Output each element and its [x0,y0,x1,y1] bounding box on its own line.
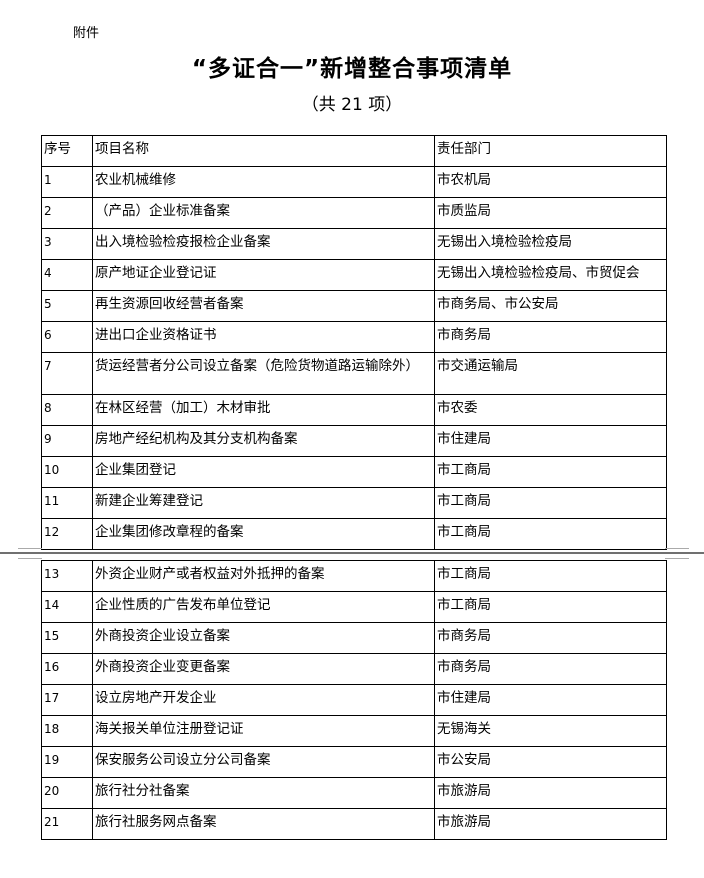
col-index-cell: 5 [41,290,93,322]
col-department-cell: 市商务局 [434,622,667,654]
col-department-header: 责任部门 [434,135,667,167]
document-title: “多证合一”新增整合事项清单 [191,56,513,82]
page-break-mark [665,548,689,549]
col-item-name-cell: 设立房地产开发企业 [92,684,435,716]
col-index-cell: 13 [41,560,93,592]
table-row: 8 在林区经营（加工）木材审批 市农委 [41,394,667,426]
table-row: 7 货运经营者分公司设立备案（危险货物道路运输除外） 市交通运输局 [41,352,667,395]
table-row: 13 外资企业财产或者权益对外抵押的备案 市工商局 [41,560,667,592]
col-department-cell: 市商务局 [434,653,667,685]
col-index-cell: 12 [41,518,93,550]
col-department-cell: 市工商局 [434,560,667,592]
table-row: 3 出入境检验检疫报检企业备案 无锡出入境检验检疫局 [41,228,667,260]
col-department-cell: 市质监局 [434,197,667,229]
document-subtitle: （共 21 项） [301,95,403,115]
col-department-cell: 市农委 [434,394,667,426]
col-index-cell: 8 [41,394,93,426]
col-department-cell: 市商务局 [434,321,667,353]
col-department-cell: 市住建局 [434,684,667,716]
col-department-cell: 无锡出入境检验检疫局、市贸促会 [434,259,667,291]
attachment-label: 附件 [73,26,100,41]
table-row: 2 （产品）企业标准备案 市质监局 [41,197,667,229]
table-row: 9 房地产经纪机构及其分支机构备案 市住建局 [41,425,667,457]
col-index-header: 序号 [41,135,93,167]
col-index-cell: 16 [41,653,93,685]
col-department-cell: 市住建局 [434,425,667,457]
col-item-name-cell: 外商投资企业设立备案 [92,622,435,654]
table-row: 4 原产地证企业登记证 无锡出入境检验检疫局、市贸促会 [41,259,667,291]
table-row: 11 新建企业筹建登记 市工商局 [41,487,667,519]
col-item-name-cell: 房地产经纪机构及其分支机构备案 [92,425,435,457]
col-index-cell: 9 [41,425,93,457]
col-department-cell: 无锡海关 [434,715,667,747]
col-index-cell: 21 [41,808,93,840]
col-index-cell: 3 [41,228,93,260]
table-row: 1 农业机械维修 市农机局 [41,166,667,198]
col-item-name-cell: 海关报关单位注册登记证 [92,715,435,747]
col-index-cell: 14 [41,591,93,623]
col-item-name-header: 项目名称 [92,135,435,167]
col-item-name-cell: 保安服务公司设立分公司备案 [92,746,435,778]
col-item-name-cell: 企业集团登记 [92,456,435,488]
col-index-cell: 2 [41,197,93,229]
col-item-name-cell: 进出口企业资格证书 [92,321,435,353]
table-row: 12 企业集团修改章程的备案 市工商局 [41,518,667,550]
col-item-name-cell: 出入境检验检疫报检企业备案 [92,228,435,260]
table-row: 21 旅行社服务网点备案 市旅游局 [41,808,667,840]
col-department-cell: 市农机局 [434,166,667,198]
item-table-page-1: 序号 项目名称 责任部门 1 农业机械维修 市农机局 2 （产品）企业标准备案 市质监局 3 出入境… [41,135,667,550]
page-break-mark [665,558,689,559]
col-item-name-cell: 原产地证企业登记证 [92,259,435,291]
page-break [0,552,704,554]
table-row: 20 旅行社分社备案 市旅游局 [41,777,667,809]
table-row: 15 外商投资企业设立备案 市商务局 [41,622,667,654]
col-department-cell: 市工商局 [434,591,667,623]
page-break-mark [18,558,42,559]
col-item-name-cell: 新建企业筹建登记 [92,487,435,519]
col-department-cell: 无锡出入境检验检疫局 [434,228,667,260]
col-item-name-cell: 外商投资企业变更备案 [92,653,435,685]
col-index-cell: 20 [41,777,93,809]
item-table-page-2: 13 外资企业财产或者权益对外抵押的备案 市工商局 14 企业性质的广告发布单位登记 市工… [41,560,667,840]
col-item-name-cell: 企业集团修改章程的备案 [92,518,435,550]
col-index-cell: 6 [41,321,93,353]
table-row: 5 再生资源回收经营者备案 市商务局、市公安局 [41,290,667,322]
col-item-name-cell: 农业机械维修 [92,166,435,198]
col-item-name-cell: 货运经营者分公司设立备案（危险货物道路运输除外） [92,352,435,395]
col-index-cell: 1 [41,166,93,198]
col-index-cell: 17 [41,684,93,716]
col-index-cell: 4 [41,259,93,291]
table-row: 17 设立房地产开发企业 市住建局 [41,684,667,716]
col-department-cell: 市商务局、市公安局 [434,290,667,322]
table-header-row: 序号 项目名称 责任部门 [41,135,667,167]
page-break-mark [18,548,42,549]
col-item-name-cell: （产品）企业标准备案 [92,197,435,229]
table-row: 19 保安服务公司设立分公司备案 市公安局 [41,746,667,778]
col-department-cell: 市交通运输局 [434,352,667,395]
table-row: 14 企业性质的广告发布单位登记 市工商局 [41,591,667,623]
col-department-cell: 市工商局 [434,487,667,519]
table-row: 6 进出口企业资格证书 市商务局 [41,321,667,353]
col-index-cell: 15 [41,622,93,654]
col-item-name-cell: 在林区经营（加工）木材审批 [92,394,435,426]
col-department-cell: 市工商局 [434,456,667,488]
col-item-name-cell: 企业性质的广告发布单位登记 [92,591,435,623]
col-index-cell: 19 [41,746,93,778]
col-item-name-cell: 再生资源回收经营者备案 [92,290,435,322]
col-item-name-cell: 外资企业财产或者权益对外抵押的备案 [92,560,435,592]
table-row: 10 企业集团登记 市工商局 [41,456,667,488]
col-department-cell: 市旅游局 [434,777,667,809]
col-index-cell: 7 [41,352,93,395]
col-department-cell: 市公安局 [434,746,667,778]
col-item-name-cell: 旅行社分社备案 [92,777,435,809]
col-index-cell: 10 [41,456,93,488]
col-department-cell: 市工商局 [434,518,667,550]
col-index-cell: 11 [41,487,93,519]
table-row: 18 海关报关单位注册登记证 无锡海关 [41,715,667,747]
col-department-cell: 市旅游局 [434,808,667,840]
col-index-cell: 18 [41,715,93,747]
col-item-name-cell: 旅行社服务网点备案 [92,808,435,840]
table-row: 16 外商投资企业变更备案 市商务局 [41,653,667,685]
